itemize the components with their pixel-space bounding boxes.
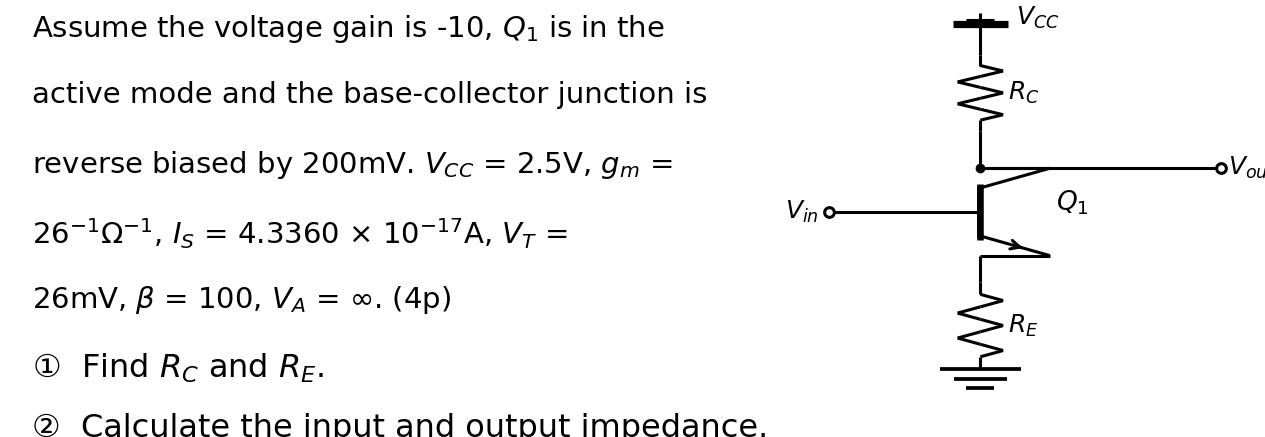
Text: reverse biased by 200mV. $V_{CC}$ = 2.5V, $g_m$ =: reverse biased by 200mV. $V_{CC}$ = 2.5V… [32,149,672,180]
Text: $R_E$: $R_E$ [1008,312,1039,339]
Text: $V_{out}$: $V_{out}$ [1228,155,1265,181]
Text: active mode and the base-collector junction is: active mode and the base-collector junct… [32,81,707,109]
Text: 26mV, $\beta$ = 100, $V_A$ = ∞. (4p): 26mV, $\beta$ = 100, $V_A$ = ∞. (4p) [32,284,450,316]
Text: $Q_1$: $Q_1$ [1056,189,1089,218]
Text: $26^{-1}\Omega^{-1}$, $I_S$ = 4.3360 × $10^{-17}$A, $V_T$ =: $26^{-1}\Omega^{-1}$, $I_S$ = 4.3360 × $… [32,216,567,251]
Text: $V_{in}$: $V_{in}$ [784,199,818,225]
Text: Assume the voltage gain is -10, $Q_1$ is in the: Assume the voltage gain is -10, $Q_1$ is… [32,13,664,45]
Text: ②  Calculate the input and output impedance.: ② Calculate the input and output impedan… [32,413,768,437]
Text: $V_{CC}$: $V_{CC}$ [1016,4,1059,31]
Text: $R_C$: $R_C$ [1008,80,1040,106]
Text: ①  Find $R_C$ and $R_E$.: ① Find $R_C$ and $R_E$. [32,352,324,385]
